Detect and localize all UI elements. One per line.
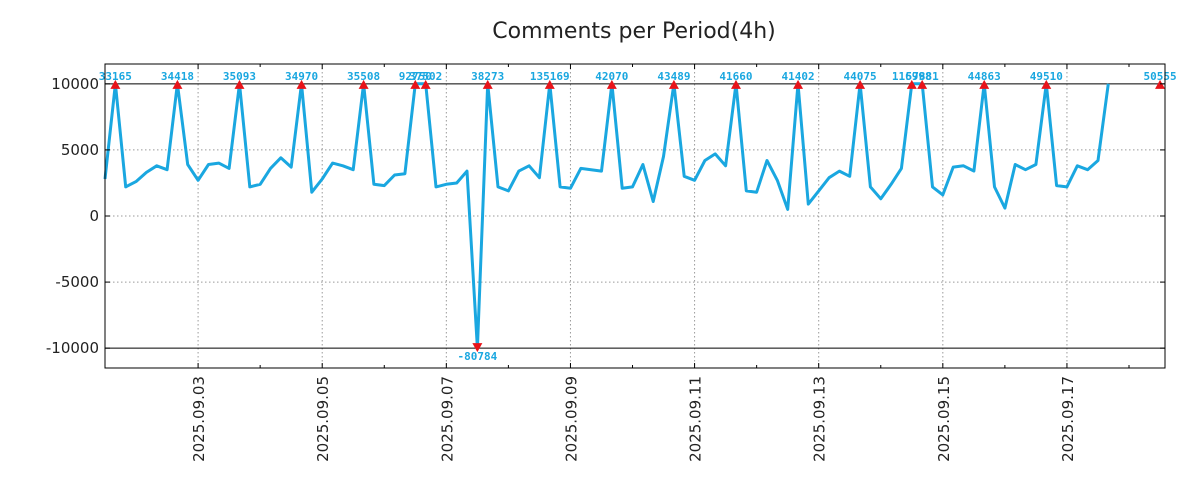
- series-line-comments: [103, 82, 1110, 350]
- outlier-marker: [472, 343, 483, 353]
- data-label: -80784: [457, 350, 497, 363]
- outlier-marker: [482, 79, 493, 89]
- x-tick-label: 2025.09.09: [562, 376, 580, 462]
- outlier-marker: [917, 79, 928, 89]
- outlier-marker: [1041, 79, 1052, 89]
- data-label: 43489: [657, 70, 690, 83]
- data-label: 116998: [892, 70, 932, 83]
- outlier-marker: [296, 79, 307, 89]
- data-label: 35093: [223, 70, 256, 83]
- chart-title: Comments per Period(4h): [492, 19, 776, 44]
- data-label: 35508: [347, 70, 380, 83]
- data-label: 42070: [595, 70, 628, 83]
- x-tick-label: 2025.09.17: [1059, 376, 1077, 462]
- x-tick-label: 2025.09.07: [438, 376, 456, 462]
- outlier-marker: [906, 79, 917, 89]
- data-label: 92750: [399, 70, 432, 83]
- data-label: 135169: [530, 70, 570, 83]
- y-tick-label: 10000: [51, 75, 99, 93]
- outlier-marker: [358, 79, 369, 89]
- series-layer: [103, 82, 1110, 350]
- outlier-marker: [420, 79, 431, 89]
- outlier-marker: [544, 79, 555, 89]
- outlier-marker: [668, 79, 679, 89]
- data-label: 57881: [906, 70, 939, 83]
- y-tick-label: 0: [89, 207, 99, 225]
- data-label: 38273: [471, 70, 504, 83]
- marker-layer: [110, 79, 1166, 353]
- x-tick-label: 2025.09.05: [314, 376, 332, 462]
- outlier-marker: [855, 79, 866, 89]
- data-label: 41402: [781, 70, 814, 83]
- data-label: 34970: [285, 70, 318, 83]
- outlier-marker: [234, 79, 245, 89]
- data-label: 49510: [1030, 70, 1063, 83]
- clip-lines: [105, 83, 1165, 349]
- x-tick-label: 2025.09.13: [811, 376, 829, 462]
- data-label: 44863: [968, 70, 1001, 83]
- data-label: 50555: [1143, 70, 1176, 83]
- x-tick-label: 2025.09.11: [687, 376, 705, 462]
- y-tick-label: -5000: [55, 273, 99, 291]
- outlier-marker: [410, 79, 421, 89]
- y-tick-label: 5000: [61, 141, 99, 159]
- x-axis: 2025.09.03 2025.09.05 2025.09.07 2025.09.09…: [190, 64, 1130, 462]
- data-label: 34418: [161, 70, 194, 83]
- data-label: 44075: [844, 70, 877, 83]
- data-label: 33165: [99, 70, 132, 83]
- grid-layer: [105, 64, 1165, 368]
- x-tick-label: 2025.09.03: [190, 376, 208, 462]
- data-label: 37502: [409, 70, 442, 83]
- outlier-marker: [979, 79, 990, 89]
- y-tick-label: -10000: [46, 339, 99, 357]
- outlier-marker: [110, 79, 121, 89]
- y-axis: 10000 5000 0 -5000 -10000: [46, 75, 1165, 357]
- x-tick-label: 2025.09.15: [935, 376, 953, 462]
- outlier-marker: [793, 79, 804, 89]
- data-label: 41660: [719, 70, 752, 83]
- outlier-marker: [730, 79, 741, 89]
- outlier-marker: [172, 79, 183, 89]
- outlier-marker: [606, 79, 617, 89]
